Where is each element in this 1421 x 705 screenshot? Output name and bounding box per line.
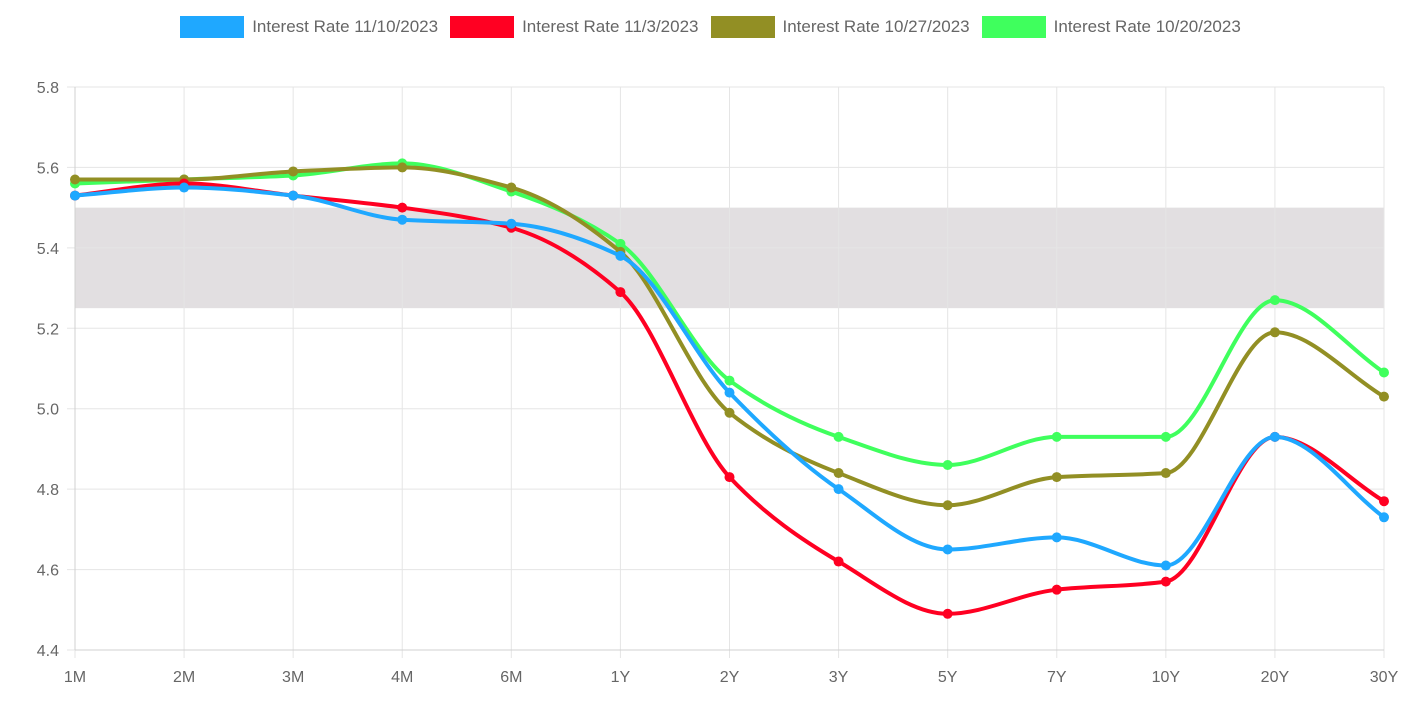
data-point	[1160, 576, 1171, 587]
data-point	[1379, 496, 1389, 507]
legend: Interest Rate 11/10/2023 Interest Rate 1…	[0, 16, 1421, 38]
data-point	[724, 375, 735, 386]
data-point	[288, 190, 299, 201]
x-tick-label: 1M	[64, 669, 86, 686]
data-point	[506, 218, 517, 229]
data-point	[833, 484, 844, 495]
x-tick-label: 7Y	[1047, 669, 1067, 686]
data-point	[833, 431, 844, 442]
y-tick-label: 5.4	[37, 241, 59, 258]
data-point	[1160, 431, 1171, 442]
legend-label-3: Interest Rate 10/20/2023	[1053, 17, 1241, 36]
legend-label-0: Interest Rate 11/10/2023	[252, 17, 439, 36]
data-point	[942, 544, 953, 555]
data-point	[397, 202, 408, 213]
data-point	[724, 472, 735, 483]
data-point	[70, 174, 80, 185]
data-point	[833, 556, 844, 567]
x-tick-label: 20Y	[1261, 669, 1290, 686]
data-point	[615, 250, 626, 261]
data-point	[1160, 468, 1171, 479]
x-tick-label: 2Y	[720, 669, 740, 686]
x-tick-label: 2M	[173, 669, 195, 686]
y-tick-label: 5.6	[37, 160, 59, 177]
y-tick-label: 4.6	[37, 563, 59, 580]
data-point	[1051, 472, 1062, 483]
data-point	[833, 468, 844, 479]
x-tick-label: 1Y	[611, 669, 631, 686]
data-point	[1269, 327, 1280, 338]
y-tick-label: 5.8	[37, 80, 59, 97]
data-point	[1269, 431, 1280, 442]
legend-item-3[interactable]: Interest Rate 10/20/2023	[981, 16, 1241, 38]
data-point	[1379, 512, 1389, 523]
data-point	[70, 190, 80, 201]
legend-item-1[interactable]: Interest Rate 11/3/2023	[450, 16, 699, 38]
data-point	[1379, 391, 1389, 402]
data-point	[1379, 367, 1389, 378]
y-tick-label: 5.2	[37, 321, 59, 338]
x-tick-label: 3M	[282, 669, 304, 686]
data-point	[615, 287, 626, 298]
legend-item-0[interactable]: Interest Rate 11/10/2023	[180, 16, 438, 38]
data-point	[397, 214, 408, 225]
data-point	[1051, 431, 1062, 442]
data-point	[1160, 560, 1171, 571]
x-tick-label: 30Y	[1370, 669, 1399, 686]
data-point	[1051, 584, 1062, 595]
data-point	[1051, 532, 1062, 543]
x-tick-label: 4M	[391, 669, 413, 686]
data-point	[942, 460, 953, 471]
x-tick-label: 6M	[500, 669, 522, 686]
legend-swatch-1	[450, 16, 515, 38]
x-tick-label: 3Y	[829, 669, 849, 686]
x-tick-label: 10Y	[1152, 669, 1181, 686]
legend-label-1: Interest Rate 11/3/2023	[522, 17, 699, 36]
data-point	[288, 166, 299, 177]
x-tick-label: 5Y	[938, 669, 958, 686]
legend-swatch-3	[981, 16, 1046, 38]
legend-label-2: Interest Rate 10/27/2023	[782, 17, 970, 36]
data-point	[1269, 295, 1280, 306]
y-tick-label: 5.0	[37, 402, 59, 419]
legend-swatch-2	[710, 16, 775, 38]
y-tick-label: 4.4	[37, 643, 59, 660]
data-point	[179, 182, 190, 193]
data-point	[724, 407, 735, 418]
data-point	[506, 182, 517, 193]
data-point	[724, 387, 735, 398]
data-point	[615, 238, 626, 249]
data-point	[397, 162, 408, 173]
data-point	[942, 500, 953, 511]
legend-swatch-0	[180, 16, 245, 38]
data-point	[942, 608, 953, 619]
legend-item-2[interactable]: Interest Rate 10/27/2023	[710, 16, 970, 38]
y-tick-label: 4.8	[37, 482, 59, 499]
series-line-0	[73, 185, 1386, 568]
